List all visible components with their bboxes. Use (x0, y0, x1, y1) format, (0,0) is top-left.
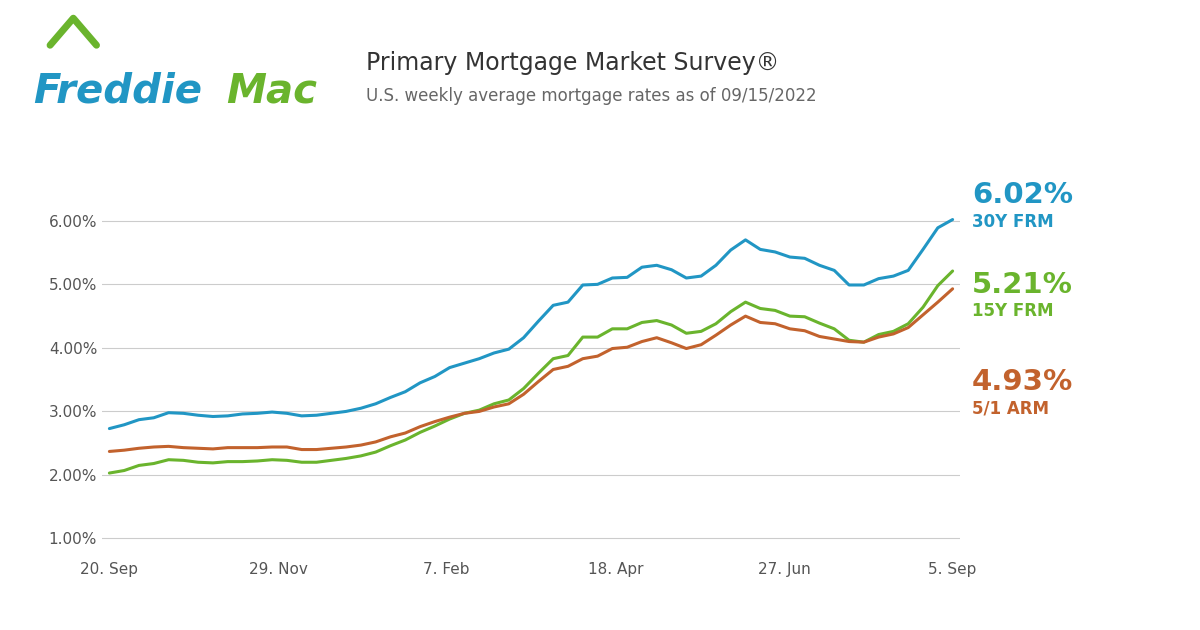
Text: U.S. weekly average mortgage rates as of 09/15/2022: U.S. weekly average mortgage rates as of… (366, 88, 817, 105)
Text: Mac: Mac (226, 72, 317, 112)
Text: Primary Mortgage Market Survey®: Primary Mortgage Market Survey® (366, 51, 779, 75)
Text: 30Y FRM: 30Y FRM (972, 213, 1054, 231)
Text: 15Y FRM: 15Y FRM (972, 302, 1054, 320)
Text: 6.02%: 6.02% (972, 181, 1073, 209)
Text: Freddie: Freddie (34, 72, 203, 112)
Text: 4.93%: 4.93% (972, 369, 1073, 396)
Text: 5.21%: 5.21% (972, 271, 1073, 299)
Text: 5/1 ARM: 5/1 ARM (972, 400, 1049, 418)
